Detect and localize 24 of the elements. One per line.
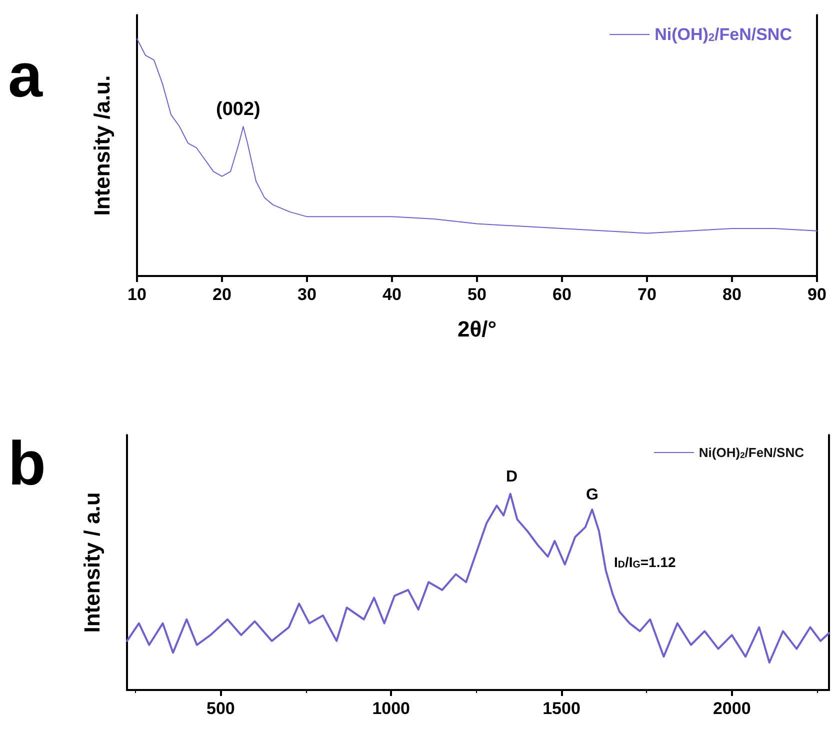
legend-label: Ni(OH)2/FeN/SNC bbox=[654, 25, 792, 44]
legend-label: Ni(OH)2/FeN/SNC bbox=[698, 445, 805, 460]
x-tick-label: 1500 bbox=[542, 699, 580, 718]
x-tick-label: 10 bbox=[128, 285, 146, 304]
text: b bbox=[8, 430, 46, 498]
x-tick-label: 30 bbox=[298, 285, 316, 304]
x-tick-label: 50 bbox=[468, 285, 486, 304]
x-tick-label: 60 bbox=[552, 285, 572, 304]
text: a bbox=[8, 42, 43, 110]
text: D bbox=[506, 468, 518, 486]
annotation: (002) bbox=[216, 99, 260, 120]
y-axis-title: Intensity / a.u bbox=[80, 492, 104, 633]
annotation: G bbox=[586, 486, 598, 504]
x-tick-label: 80 bbox=[722, 285, 742, 304]
x-tick-label: 70 bbox=[638, 285, 656, 304]
x-axis-title: 2θ/° bbox=[457, 316, 497, 342]
x-tick-label: 90 bbox=[808, 285, 826, 304]
annotation: ID/IG=1.12 bbox=[614, 554, 676, 570]
x-tick-label: 20 bbox=[212, 285, 232, 304]
y-axis-title: Intensity /a.u. bbox=[90, 75, 114, 216]
x-tick-label: 1000 bbox=[372, 699, 410, 718]
x-tick-label: 40 bbox=[382, 285, 402, 304]
x-tick-label: 2000 bbox=[712, 699, 751, 718]
x-tick-label: 500 bbox=[206, 699, 235, 718]
